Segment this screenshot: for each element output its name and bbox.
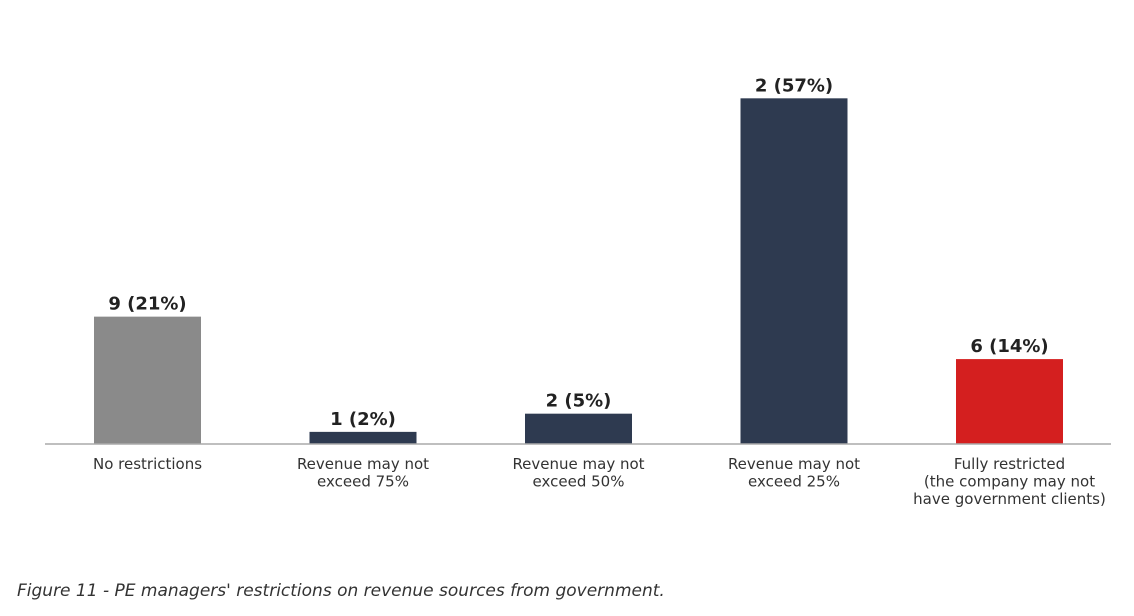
x-tick-label-line: have government clients) [913, 490, 1106, 508]
bars-group [94, 98, 1063, 445]
x-tick-label-line: (the company may not [924, 473, 1095, 491]
bar-5 [956, 359, 1063, 444]
data-label-1: 9 (21%) [108, 294, 186, 315]
bar-2 [309, 431, 417, 444]
x-tick-label-2: Revenue may not exceed 75% [297, 455, 429, 491]
x-tick-label-line: Revenue may not [512, 455, 644, 473]
data-labels-group: 9 (21%) 1 (2%) 2 (5%) 2 (57%) 6 (14%) [108, 75, 1048, 430]
data-label-3: 2 (5%) [546, 391, 612, 412]
x-tick-label-line: exceed 75% [317, 473, 409, 491]
x-tick-label-line: No restrictions [93, 455, 202, 473]
figure-caption: Figure 11 - PE managers' restrictions on… [17, 581, 665, 601]
data-label-4: 2 (57%) [755, 75, 833, 96]
x-tick-labels-group: No restrictions Revenue may not exceed 75%… [93, 455, 1106, 508]
data-label-2: 1 (2%) [330, 409, 396, 430]
x-tick-label-5: Fully restricted (the company may not have… [913, 455, 1106, 508]
x-tick-label-line: Revenue may not [297, 455, 429, 473]
x-tick-label-3: Revenue may not exceed 50% [512, 455, 644, 491]
bar-3 [525, 413, 632, 444]
bar-4 [740, 98, 848, 445]
x-tick-label-4: Revenue may not exceed 25% [728, 455, 860, 491]
bar-1 [94, 316, 201, 444]
x-tick-label-line: exceed 50% [533, 473, 625, 491]
x-tick-label-line: Fully restricted [954, 455, 1065, 473]
data-label-5: 6 (14%) [970, 336, 1048, 357]
x-tick-label-line: exceed 25% [748, 473, 840, 491]
x-tick-label-line: Revenue may not [728, 455, 860, 473]
x-tick-label-1: No restrictions [93, 455, 202, 473]
bar-chart: 9 (21%) 1 (2%) 2 (5%) 2 (57%) 6 (14%) No res… [45, 75, 1111, 508]
